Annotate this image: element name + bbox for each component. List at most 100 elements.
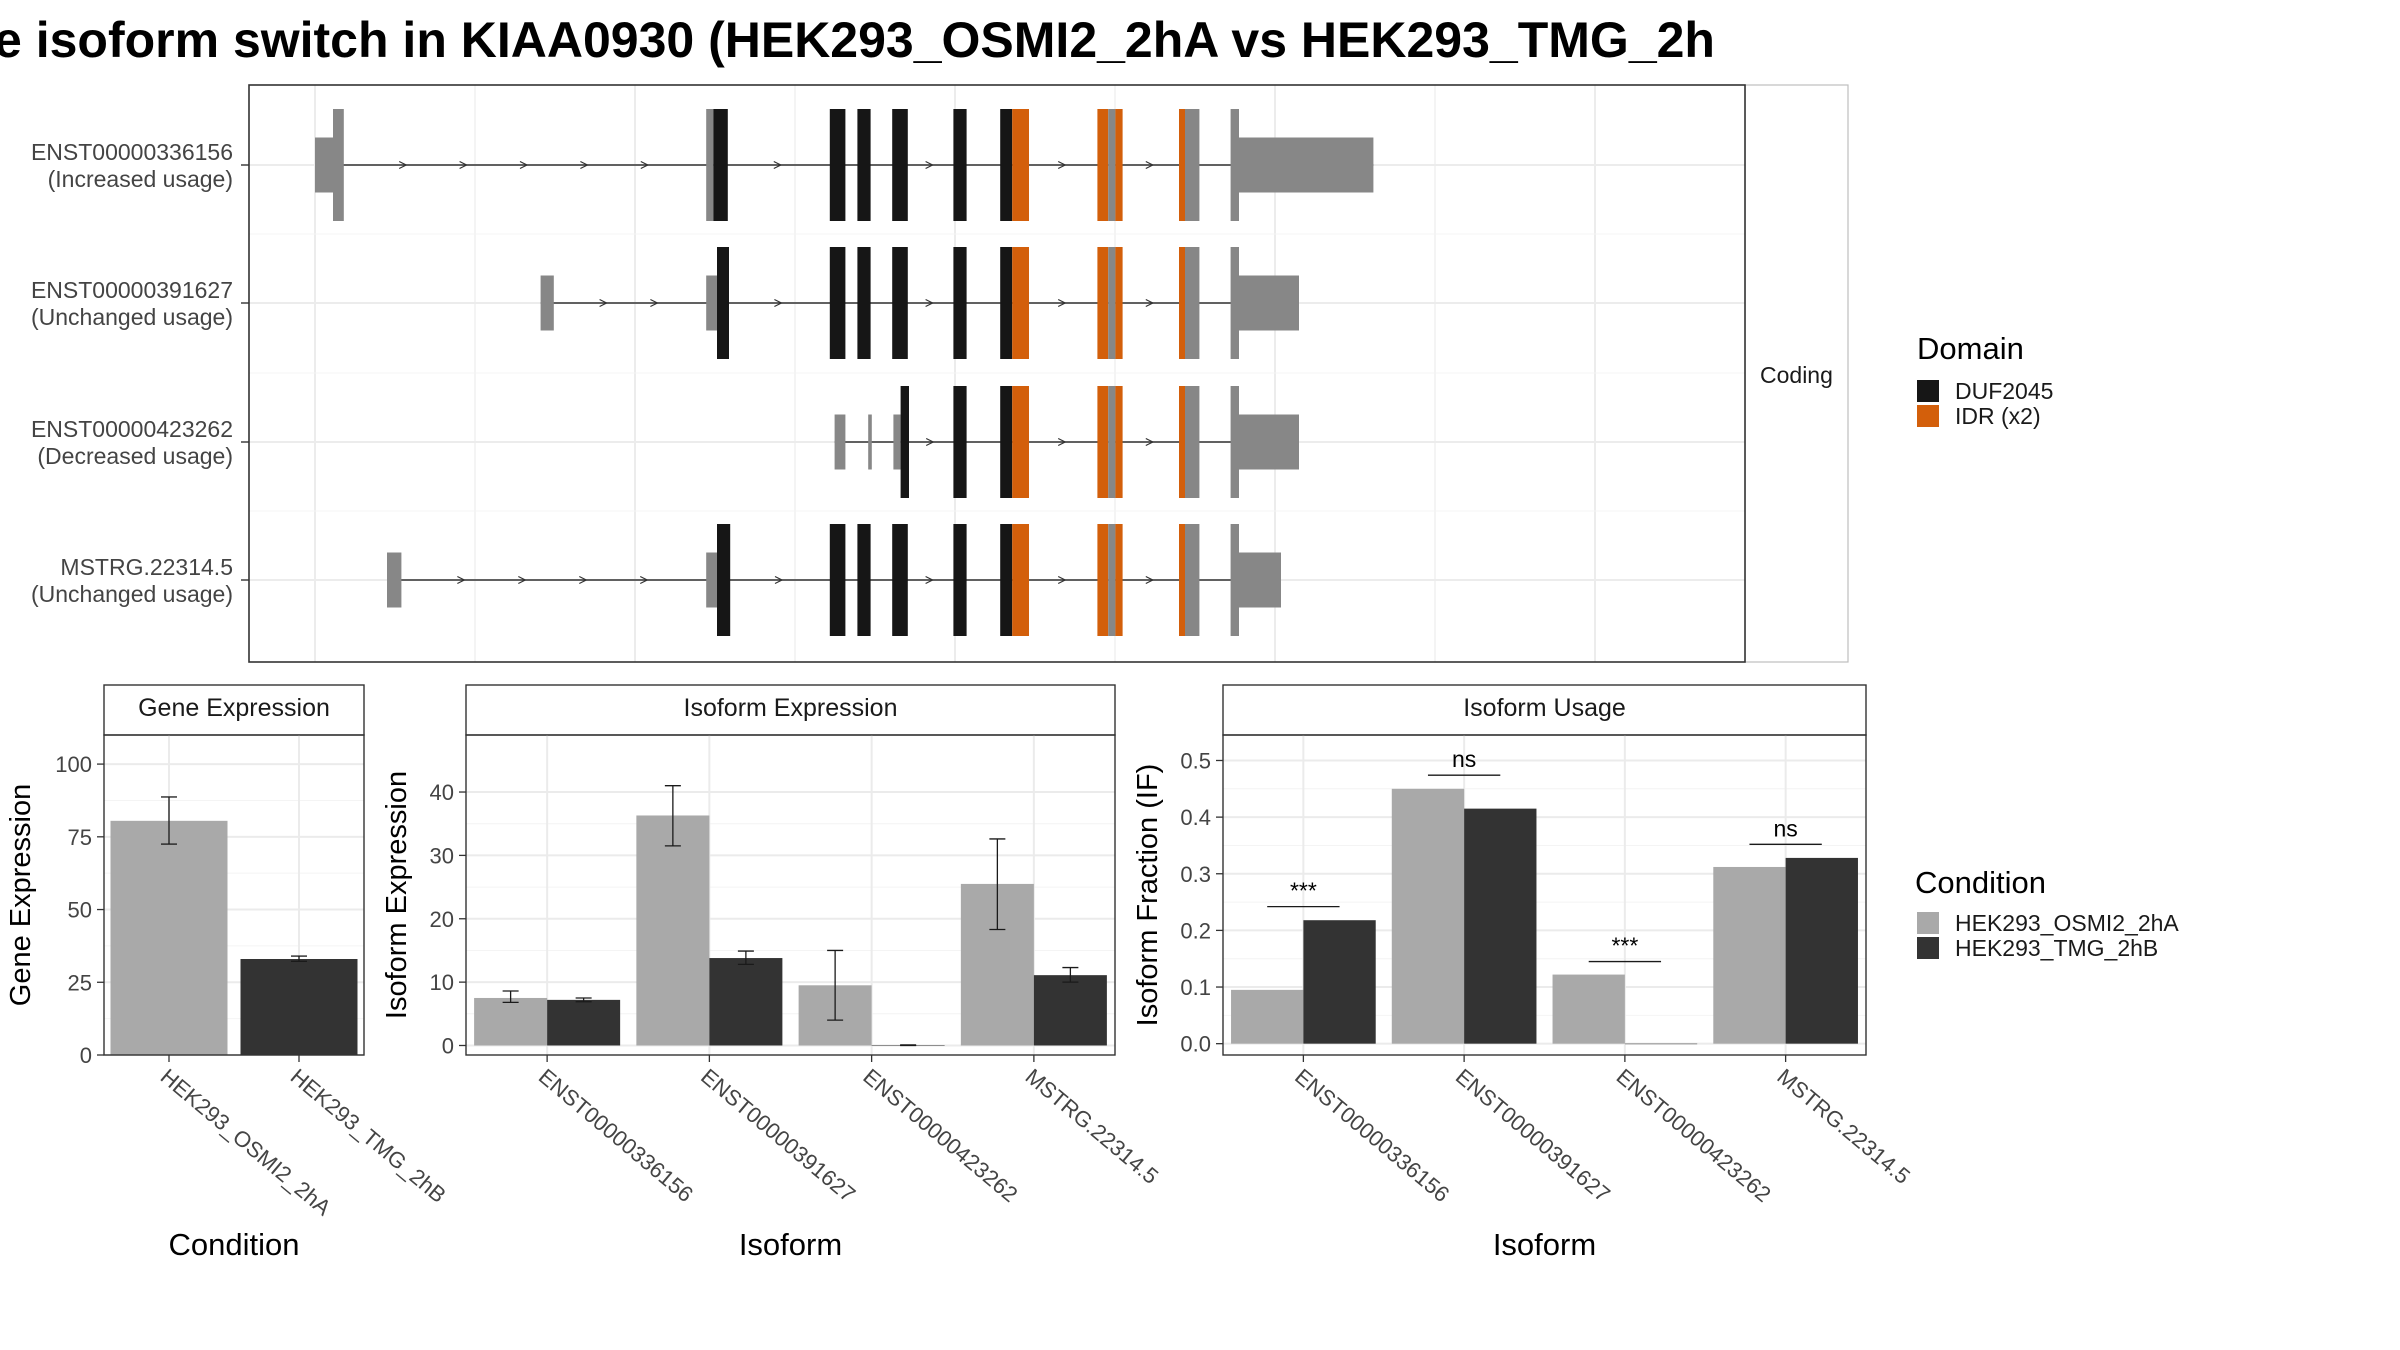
transcript-MSTRG.22314.5 bbox=[387, 524, 1281, 636]
strand-arrow bbox=[1145, 437, 1155, 447]
error-bar bbox=[737, 950, 754, 966]
exon-utr bbox=[1230, 524, 1239, 636]
error-bar bbox=[291, 955, 307, 962]
exon-utr bbox=[1239, 275, 1299, 331]
bar bbox=[240, 959, 358, 1055]
transcript-usage-label: (Decreased usage) bbox=[37, 443, 233, 469]
exon-duf bbox=[857, 524, 871, 636]
legend-key-duf2045 bbox=[1917, 380, 1939, 402]
strand-arrow bbox=[650, 298, 659, 308]
x-tick-label: ENST00000391627 bbox=[1451, 1064, 1615, 1207]
panel-title: Isoform Usage bbox=[1463, 694, 1626, 722]
y-tick-label: 10 bbox=[430, 970, 454, 995]
domain-legend-title: Domain bbox=[1917, 331, 2024, 366]
transcript-ENST00000423262 bbox=[834, 386, 1299, 498]
exon-duf bbox=[953, 109, 967, 221]
y-tick-label: 20 bbox=[430, 907, 454, 932]
exon-utr bbox=[1108, 247, 1116, 359]
isoform-usage-chart: Isoform Usage *** ns *** ns 0.0 0.1 0.2 0.3 0.4 0.… bbox=[1132, 684, 1915, 1262]
structure-plot-border bbox=[248, 84, 1746, 663]
exon-duf bbox=[829, 524, 846, 636]
structure-strip bbox=[1744, 84, 1849, 663]
bar bbox=[1303, 920, 1376, 1044]
y-axis-title: Isoform Fraction (IF) bbox=[1132, 764, 1164, 1027]
strand-arrow bbox=[1057, 298, 1067, 308]
y-tick-label: 30 bbox=[430, 843, 454, 868]
exon-duf bbox=[829, 247, 846, 359]
transcript-ENST00000336156 bbox=[315, 109, 1374, 221]
exon-utr bbox=[893, 414, 901, 470]
x-tick-label: MSTRG.22314.5 bbox=[1772, 1064, 1915, 1189]
exon-duf bbox=[900, 386, 909, 498]
exon-idr bbox=[1115, 247, 1123, 359]
x-tick-label: ENST00000391627 bbox=[696, 1064, 860, 1207]
strand-arrow bbox=[1057, 575, 1067, 585]
isoform-expression-chart: Isoform Expression 0 10 20 30 40 ENST000003361… bbox=[381, 684, 1164, 1262]
strand-arrow bbox=[459, 160, 468, 170]
exon-utr bbox=[1230, 386, 1239, 498]
legend-label-tmg: HEK293_TMG_2hB bbox=[1955, 935, 2158, 961]
strand-arrow bbox=[925, 160, 934, 170]
exon-utr bbox=[1185, 524, 1200, 636]
x-tick-label: ENST00000423262 bbox=[1612, 1064, 1776, 1207]
bar bbox=[1033, 975, 1107, 1046]
exon-utr bbox=[868, 414, 872, 470]
strand-arrow bbox=[925, 298, 934, 308]
strand-arrow bbox=[580, 160, 589, 170]
y-tick-label: 0.4 bbox=[1180, 805, 1211, 830]
bar bbox=[1391, 788, 1465, 1044]
strand-arrow bbox=[774, 575, 784, 585]
y-tick-label: 0 bbox=[80, 1043, 92, 1068]
panel-border bbox=[1222, 734, 1867, 1056]
figure-title: e isoform switch in KIAA0930 (HEK293_OSM… bbox=[0, 12, 1715, 68]
x-axis-title: Isoform bbox=[739, 1227, 842, 1262]
x-tick-label: MSTRG.22314.5 bbox=[1021, 1064, 1164, 1189]
error-bar bbox=[161, 796, 177, 845]
x-tick-label: ENST00000336156 bbox=[1290, 1064, 1454, 1207]
strand-arrow bbox=[579, 575, 588, 585]
exon-duf bbox=[717, 247, 729, 359]
y-tick-label: 0.3 bbox=[1180, 862, 1211, 887]
y-tick-label: 0.2 bbox=[1180, 918, 1211, 943]
error-bar bbox=[827, 949, 844, 1021]
legend-label-osmi2: HEK293_OSMI2_2hA bbox=[1955, 910, 2179, 936]
exon-utr bbox=[1230, 109, 1239, 221]
error-bar bbox=[900, 1044, 917, 1047]
y-tick-label: 40 bbox=[430, 780, 454, 805]
legend-label-duf2045: DUF2045 bbox=[1955, 378, 2053, 404]
x-tick-label: ENST00000423262 bbox=[858, 1064, 1022, 1207]
exon-idr bbox=[1012, 524, 1029, 636]
exon-utr bbox=[706, 109, 714, 221]
error-bar bbox=[1062, 966, 1079, 983]
exon-utr bbox=[1108, 109, 1116, 221]
y-tick-label: 0.0 bbox=[1180, 1032, 1211, 1057]
y-axis-title: Gene Expression bbox=[5, 784, 37, 1006]
strand-arrow bbox=[640, 160, 650, 170]
exon-utr bbox=[1239, 137, 1374, 193]
exon-duf bbox=[717, 524, 731, 636]
error-bar bbox=[575, 997, 592, 1003]
strand-arrow bbox=[1057, 437, 1067, 447]
exon-utr bbox=[315, 137, 333, 193]
exon-utr bbox=[1230, 247, 1239, 359]
exon-duf bbox=[829, 109, 846, 221]
transcript-usage-label: (Unchanged usage) bbox=[31, 304, 233, 330]
bar bbox=[1552, 974, 1625, 1044]
strand-arrow bbox=[639, 575, 649, 585]
significance-label: ns bbox=[1773, 815, 1797, 841]
y-tick-label: 0.5 bbox=[1180, 748, 1211, 773]
panel-strip bbox=[1222, 684, 1867, 736]
legend-key-tmg bbox=[1917, 937, 1939, 959]
y-axis-title: Isoform Expression bbox=[381, 771, 413, 1019]
x-axis-title: Condition bbox=[169, 1227, 300, 1262]
strand-arrow bbox=[599, 298, 608, 308]
exon-utr bbox=[387, 552, 402, 608]
exon-utr bbox=[706, 552, 717, 608]
panel-strip bbox=[103, 684, 365, 736]
exon-duf bbox=[892, 109, 908, 221]
significance-label: *** bbox=[1290, 878, 1317, 904]
exon-idr bbox=[1097, 109, 1109, 221]
transcript-usage-label: (Unchanged usage) bbox=[31, 581, 233, 607]
exon-duf bbox=[857, 247, 871, 359]
exon-duf bbox=[953, 524, 967, 636]
